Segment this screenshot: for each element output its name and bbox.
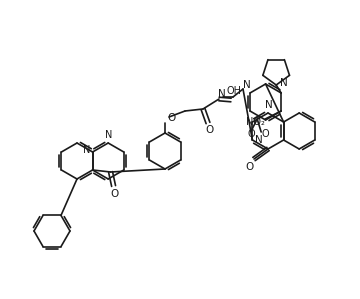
Text: N: N [243, 80, 251, 90]
Text: O: O [261, 129, 269, 139]
Text: N: N [280, 78, 288, 88]
Text: O: O [111, 189, 119, 199]
Text: O: O [206, 125, 214, 135]
Text: N: N [105, 130, 113, 140]
Text: O: O [247, 129, 255, 139]
Text: OH: OH [226, 86, 242, 96]
Text: NO₂: NO₂ [246, 117, 265, 127]
Text: O: O [245, 162, 253, 172]
Text: N: N [83, 145, 90, 155]
Text: N: N [265, 100, 273, 110]
Text: N: N [255, 135, 262, 145]
Text: O: O [167, 113, 175, 123]
Text: N: N [218, 89, 226, 99]
